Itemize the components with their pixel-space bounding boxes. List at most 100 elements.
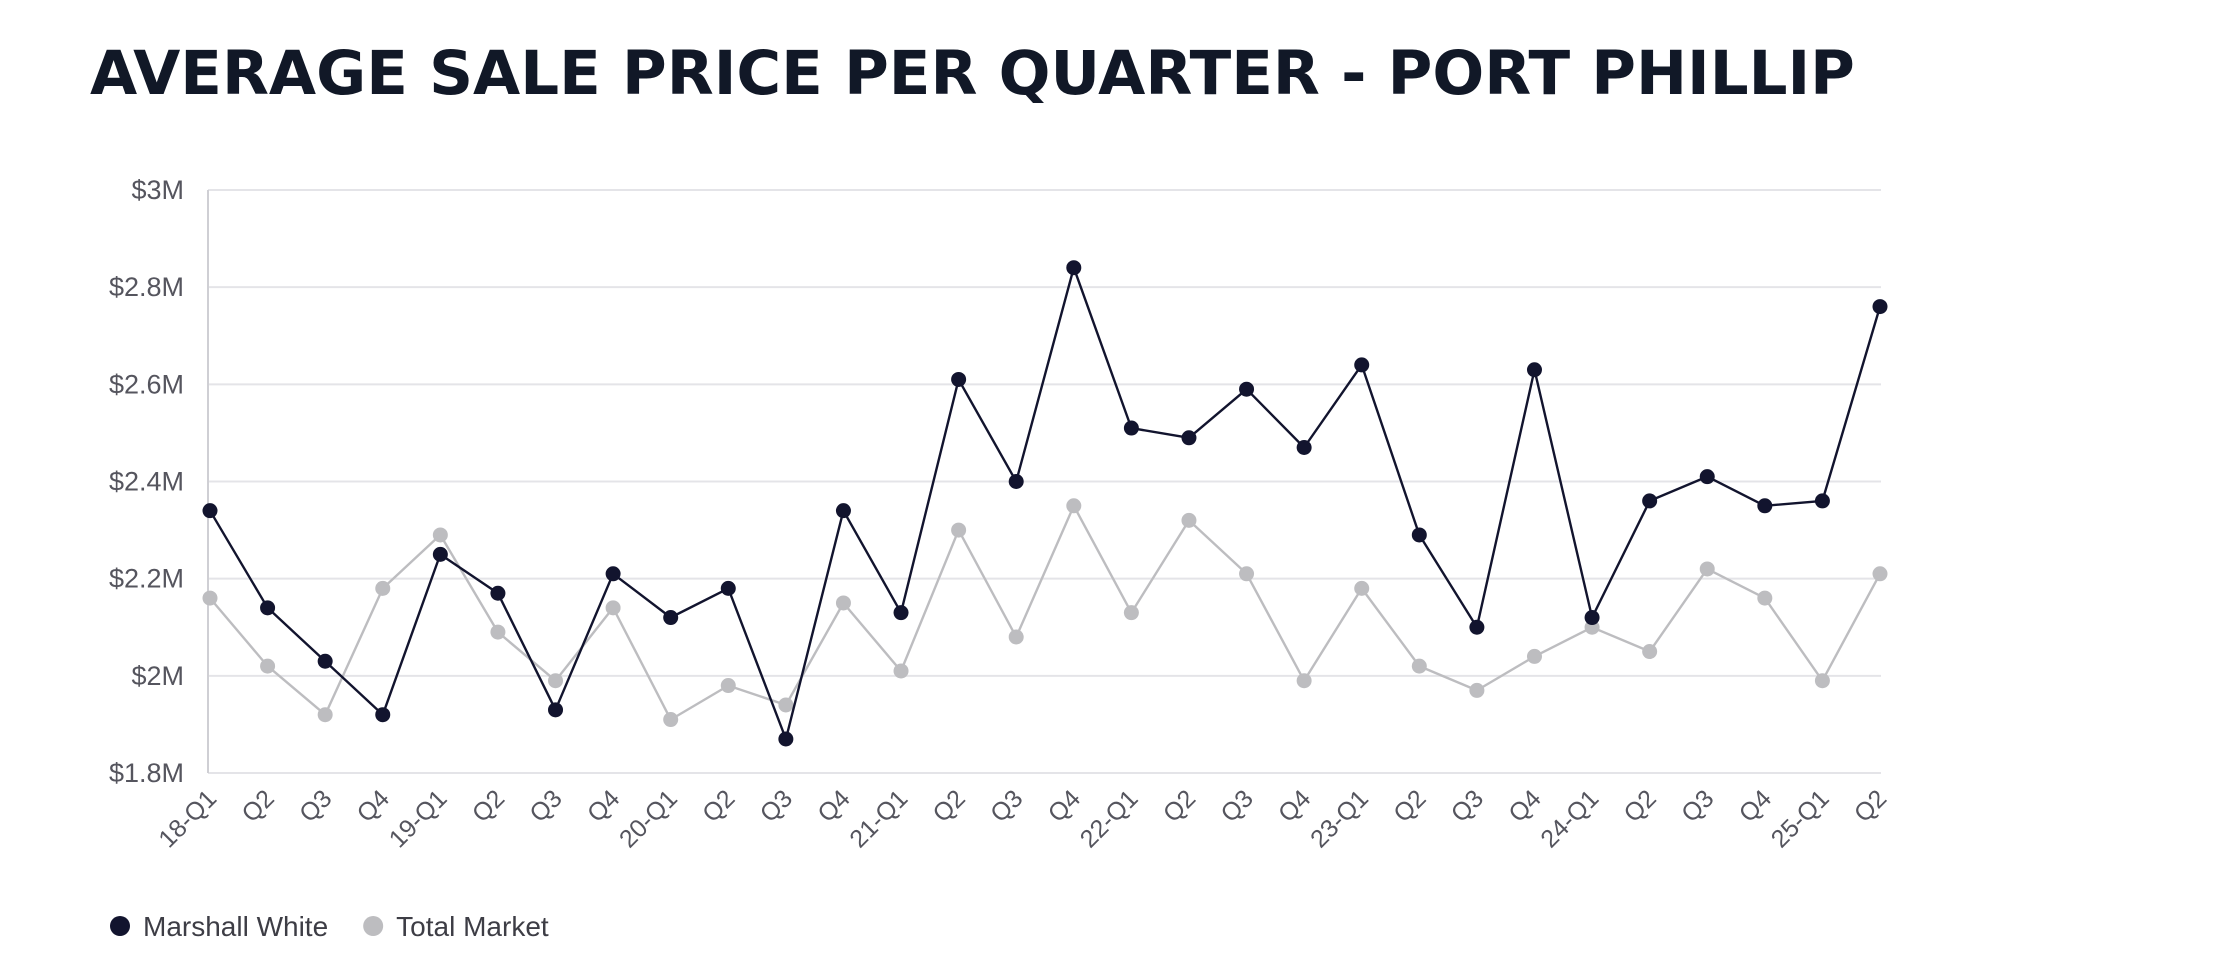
data-point xyxy=(1066,260,1082,276)
data-point xyxy=(720,580,736,596)
data-point xyxy=(490,585,506,601)
x-tick-label: Q3 xyxy=(524,784,567,827)
x-tick-label: Q3 xyxy=(294,784,337,827)
data-point xyxy=(663,712,679,728)
legend-label: Total Market xyxy=(396,911,549,942)
y-tick-label: $1.8M xyxy=(109,758,184,788)
data-point xyxy=(1814,493,1830,509)
x-tick-label: 24-Q1 xyxy=(1535,784,1604,853)
data-point xyxy=(1526,362,1542,378)
x-tick-label: 21-Q1 xyxy=(844,784,913,853)
data-point xyxy=(951,371,967,387)
data-point xyxy=(1699,469,1715,485)
data-point xyxy=(1354,580,1370,596)
data-point xyxy=(202,590,218,606)
data-point xyxy=(893,663,909,679)
x-tick-label: Q4 xyxy=(1273,784,1316,827)
legend-marker xyxy=(110,916,130,936)
data-point xyxy=(260,600,276,616)
data-point xyxy=(1872,566,1888,582)
x-tick-label: Q2 xyxy=(1158,784,1201,827)
data-point xyxy=(835,595,851,611)
y-tick-label: $3M xyxy=(131,175,184,205)
series-marshall-white xyxy=(202,260,1888,747)
data-point xyxy=(778,731,794,747)
x-tick-label: 19-Q1 xyxy=(384,784,453,853)
data-point xyxy=(1699,561,1715,577)
series-line xyxy=(208,266,1882,741)
x-tick-label: Q2 xyxy=(1619,784,1662,827)
x-tick-label: Q2 xyxy=(1388,784,1431,827)
x-tick-label: Q3 xyxy=(1446,784,1489,827)
data-point xyxy=(432,546,448,562)
data-point xyxy=(1181,512,1197,528)
legend-label: Marshall White xyxy=(143,911,328,942)
data-point xyxy=(1469,619,1485,635)
x-tick-label: Q3 xyxy=(985,784,1028,827)
data-point xyxy=(1123,605,1139,621)
y-tick-label: $2.6M xyxy=(109,369,184,399)
x-tick-label: Q4 xyxy=(1503,784,1546,827)
y-tick-label: $2.2M xyxy=(109,564,184,594)
data-point xyxy=(1814,673,1830,689)
data-point xyxy=(893,605,909,621)
data-point xyxy=(432,527,448,543)
data-point xyxy=(375,707,391,723)
data-point xyxy=(835,503,851,519)
data-point xyxy=(1354,357,1370,373)
data-point xyxy=(605,600,621,616)
y-tick-label: $2.8M xyxy=(109,272,184,302)
data-point xyxy=(1872,299,1888,315)
data-point xyxy=(1066,498,1082,514)
data-point xyxy=(1642,644,1658,660)
x-tick-label: Q2 xyxy=(1849,784,1892,827)
data-point xyxy=(1181,430,1197,446)
data-point xyxy=(1008,629,1024,645)
x-tick-label: Q4 xyxy=(352,784,395,827)
data-point xyxy=(1757,590,1773,606)
data-point xyxy=(548,673,564,689)
x-tick-label: 22-Q1 xyxy=(1075,784,1144,853)
x-tick-label: Q4 xyxy=(582,784,625,827)
data-point xyxy=(490,624,506,640)
x-tick-label: Q4 xyxy=(812,784,855,827)
data-point xyxy=(1239,566,1255,582)
x-tick-label: 20-Q1 xyxy=(614,784,683,853)
x-tick-label: 25-Q1 xyxy=(1766,784,1835,853)
x-tick-label: Q4 xyxy=(1043,784,1086,827)
legend-marker xyxy=(363,916,384,936)
data-point xyxy=(1008,474,1024,489)
data-point xyxy=(951,522,967,538)
x-tick-label: Q3 xyxy=(1676,784,1719,827)
x-tick-label: Q2 xyxy=(236,784,279,827)
data-point xyxy=(1411,527,1427,543)
data-point xyxy=(317,707,333,723)
data-point xyxy=(260,658,276,674)
data-point xyxy=(663,610,679,626)
data-point xyxy=(1757,498,1773,514)
series-line xyxy=(209,504,1882,721)
x-tick-label: Q3 xyxy=(755,784,798,827)
data-point xyxy=(548,702,564,718)
series-total-market xyxy=(202,498,1888,728)
data-point xyxy=(1584,610,1600,626)
y-tick-label: $2M xyxy=(131,661,184,691)
x-tick-label: Q2 xyxy=(927,784,970,827)
x-tick-label: Q3 xyxy=(1215,784,1258,827)
data-point xyxy=(720,678,736,694)
chart-title: AVERAGE SALE PRICE PER QUARTER - PORT PH… xyxy=(90,38,1855,109)
data-point xyxy=(317,653,333,669)
data-point xyxy=(1411,658,1427,674)
data-point xyxy=(605,566,621,582)
data-point xyxy=(202,503,218,519)
data-point xyxy=(1123,420,1139,436)
grid-lines xyxy=(207,189,1881,774)
y-axis-ticks: $1.8M $2M $2.2M $2.4M $2.6M $2.8M $3M xyxy=(109,175,184,788)
data-point xyxy=(1469,682,1485,698)
x-tick-label: Q2 xyxy=(467,784,510,827)
y-tick-label: $2.4M xyxy=(109,467,184,497)
data-point xyxy=(1296,673,1312,689)
data-point xyxy=(1296,439,1312,455)
